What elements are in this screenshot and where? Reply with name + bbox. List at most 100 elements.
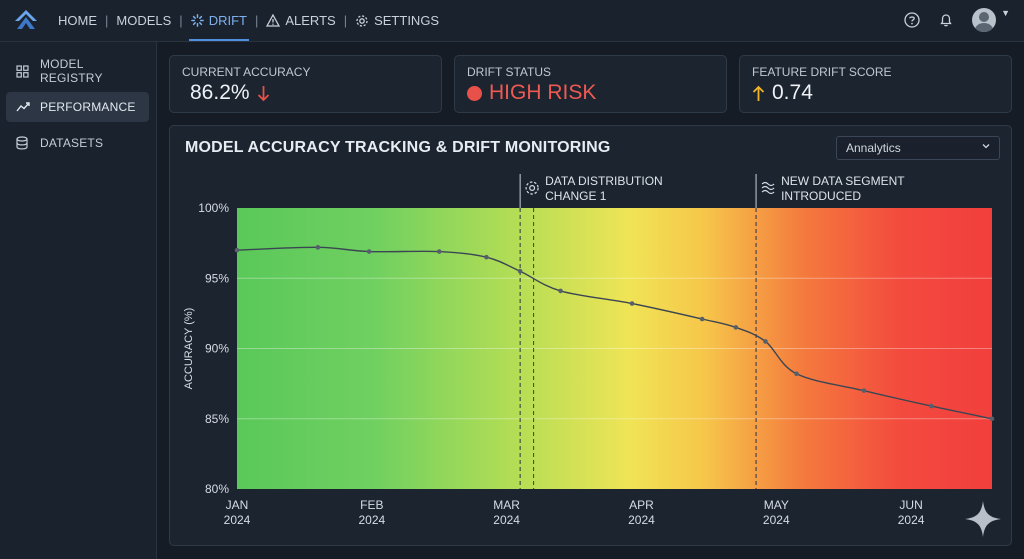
x-tick-label: MAR [493, 498, 520, 512]
feature-drift-score-card: FEATURE DRIFT SCORE 0.74 [739, 55, 1012, 113]
bell-icon[interactable] [938, 12, 954, 28]
nav-models[interactable]: MODELS [116, 0, 171, 41]
data-point [558, 288, 563, 294]
y-tick-label: 80% [205, 482, 229, 496]
card-label: DRIFT STATUS [467, 65, 551, 79]
nav-home-label: HOME [58, 13, 97, 28]
x-tick-label: FEB [360, 498, 383, 512]
dropdown-value: Annalytics [846, 141, 901, 155]
avatar [972, 8, 997, 32]
chevron-down-icon: ▼ [1001, 8, 1010, 18]
drift-score-value: 0.74 [772, 81, 813, 104]
card-label: FEATURE DRIFT SCORE [752, 65, 892, 79]
data-point [929, 403, 934, 409]
data-point [517, 268, 523, 274]
x-tick-label: JUN [899, 498, 922, 512]
data-point [366, 249, 372, 254]
status-dot [467, 85, 482, 101]
data-point [629, 301, 635, 306]
warning-icon [266, 14, 281, 27]
sidebar: MODEL REGISTRY PERFORMANCE DATASETS [0, 42, 157, 559]
nav-separator: | [254, 13, 259, 28]
nav-alerts[interactable]: ALERTS [266, 0, 336, 41]
gear-icon [355, 14, 369, 28]
arrow-up-icon [752, 85, 765, 102]
spinner-icon [190, 14, 204, 27]
sidebar-item-performance[interactable]: PERFORMANCE [6, 92, 149, 122]
x-tick-year: 2024 [628, 513, 655, 527]
database-icon [16, 136, 32, 150]
view-dropdown[interactable]: Annalytics [836, 136, 1000, 160]
sidebar-item-label: DATASETS [40, 136, 104, 150]
data-point [484, 254, 489, 260]
sidebar-item-label: PERFORMANCE [40, 100, 136, 114]
card-value: 86.2% [190, 81, 270, 105]
annotation-label: DATA DISTRIBUTION [545, 174, 663, 188]
nav-home[interactable]: HOME [58, 0, 97, 41]
waves-icon [761, 185, 775, 191]
user-menu[interactable]: ▼ [972, 8, 1010, 32]
help-icon[interactable] [904, 12, 920, 28]
trend-icon [16, 101, 32, 113]
x-tick-year: 2024 [358, 513, 385, 527]
annotation-label: CHANGE 1 [545, 189, 607, 203]
plot-background [237, 208, 992, 489]
x-tick-year: 2024 [493, 513, 520, 527]
y-tick-label: 85% [205, 412, 229, 426]
data-point [989, 416, 995, 422]
drift-status-card: DRIFT STATUS HIGH RISK [454, 55, 727, 113]
data-point [436, 249, 442, 254]
nav-separator: | [105, 13, 109, 28]
sidebar-item-model-registry[interactable]: MODEL REGISTRY [6, 56, 149, 86]
y-axis-label: ACCURACY (%) [183, 308, 195, 390]
card-label: CURRENT ACCURACY [182, 65, 311, 79]
chevron-down-icon [981, 140, 991, 154]
y-tick-label: 95% [205, 271, 229, 285]
data-point [234, 247, 240, 253]
app-logo-icon[interactable] [14, 9, 38, 36]
nav-drift-label: DRIFT [208, 13, 247, 28]
panel-title: MODEL ACCURACY TRACKING & DRIFT MONITORI… [185, 139, 611, 156]
y-tick-label: 90% [205, 342, 229, 356]
nav-separator: | [179, 13, 183, 28]
data-point [699, 316, 705, 322]
annotation-label: NEW DATA SEGMENT [781, 174, 905, 188]
grid-icon [16, 64, 32, 78]
card-value: HIGH RISK [467, 81, 596, 105]
x-tick-label: MAY [764, 498, 789, 512]
arrow-down-icon [257, 85, 270, 102]
nav-settings[interactable]: SETTINGS [355, 0, 439, 41]
y-tick-label: 100% [198, 201, 229, 215]
current-accuracy-card: CURRENT ACCURACY 86.2% [169, 55, 442, 113]
data-point [763, 339, 768, 344]
nav-alerts-label: ALERTS [285, 13, 336, 28]
sidebar-item-label: MODEL REGISTRY [39, 57, 103, 85]
nav-settings-label: SETTINGS [374, 13, 440, 28]
nav-models-label: MODELS [116, 13, 172, 28]
nav-separator: | [343, 13, 348, 28]
annotation-label: INTRODUCED [781, 189, 861, 203]
accuracy-value: 86.2% [190, 81, 250, 104]
gear-icon [525, 181, 539, 195]
waves-icon [761, 189, 775, 195]
sparkle-icon [964, 500, 1002, 543]
nav-drift[interactable]: DRIFT [188, 0, 250, 41]
x-tick-year: 2024 [763, 513, 790, 527]
data-point [315, 245, 321, 250]
drift-status-value: HIGH RISK [489, 81, 597, 104]
data-point [794, 371, 799, 377]
x-tick-year: 2024 [224, 513, 251, 527]
x-tick-label: APR [629, 498, 654, 512]
data-point [733, 325, 739, 330]
card-value: 0.74 [752, 81, 813, 105]
x-tick-year: 2024 [898, 513, 925, 527]
top-bar: HOME | MODELS | DRIFT | ALERTS | [0, 0, 1024, 42]
main-nav: HOME | MODELS | DRIFT | ALERTS | [58, 0, 439, 41]
data-point [861, 388, 867, 393]
waves-icon [761, 181, 775, 187]
toolbar-right: ▼ [886, 8, 1010, 32]
gear-icon [529, 185, 536, 192]
x-tick-label: JAN [226, 498, 249, 512]
sidebar-item-datasets[interactable]: DATASETS [6, 128, 149, 158]
